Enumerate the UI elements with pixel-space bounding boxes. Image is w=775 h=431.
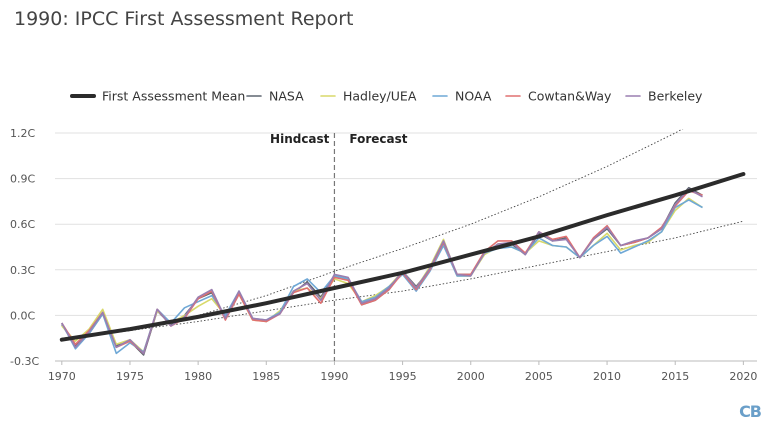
hindcast-label: Hindcast: [270, 132, 330, 146]
y-tick-label: 0.9C: [10, 173, 35, 186]
legend-label: NASA: [269, 89, 304, 104]
x-tick-label: 1990: [320, 370, 348, 383]
y-tick-label: 0.0C: [10, 309, 35, 322]
observed-series: [61, 186, 703, 356]
projection-range-lines: [61, 129, 744, 341]
hindcast-forecast-divider: Hindcast Forecast: [270, 132, 408, 361]
x-tick-label: 2000: [457, 370, 485, 383]
y-tick-label: 0.3C: [10, 264, 35, 277]
projection-mean: [59, 172, 746, 342]
legend-label: Berkeley: [648, 89, 703, 104]
y-tick-label: 1.2C: [10, 127, 35, 140]
chart-title: 1990: IPCC First Assessment Report: [14, 8, 354, 30]
first-assessment-mean-line: [59, 172, 746, 342]
x-axis-ticks: 1970 1975 1980 1985 1990 1995 2000 2005 2010 2015…: [48, 360, 757, 383]
projection-lower-bound: [61, 220, 744, 341]
x-tick-label: 2020: [729, 370, 757, 383]
forecast-label: Forecast: [349, 132, 407, 146]
projection-upper-bound: [61, 129, 684, 339]
carbon-brief-logo: CB: [739, 402, 762, 421]
x-tick-label: 1975: [116, 370, 144, 383]
legend-label: Cowtan&Way: [528, 89, 612, 104]
x-tick-label: 1985: [252, 370, 280, 383]
x-tick-label: 1980: [184, 370, 212, 383]
y-axis-ticks: -0.3C 0.0C 0.3C 0.6C 0.9C 1.2C: [10, 127, 39, 368]
series-line-hadley-uea: [61, 197, 703, 353]
legend-label: Hadley/UEA: [343, 89, 417, 104]
x-tick-label: 2005: [525, 370, 553, 383]
x-tick-label: 1970: [48, 370, 76, 383]
y-tick-label: -0.3C: [10, 355, 39, 368]
legend-label: First Assessment Mean: [102, 89, 245, 104]
x-tick-label: 2015: [661, 370, 689, 383]
y-tick-label: 0.6C: [10, 218, 35, 231]
x-tick-label: 1995: [389, 370, 417, 383]
x-tick-label: 2010: [593, 370, 621, 383]
series-line-nasa: [61, 186, 703, 356]
legend-label: NOAA: [455, 89, 492, 104]
legend: First Assessment Mean NASA Hadley/UEA NOAA C…: [70, 89, 703, 104]
